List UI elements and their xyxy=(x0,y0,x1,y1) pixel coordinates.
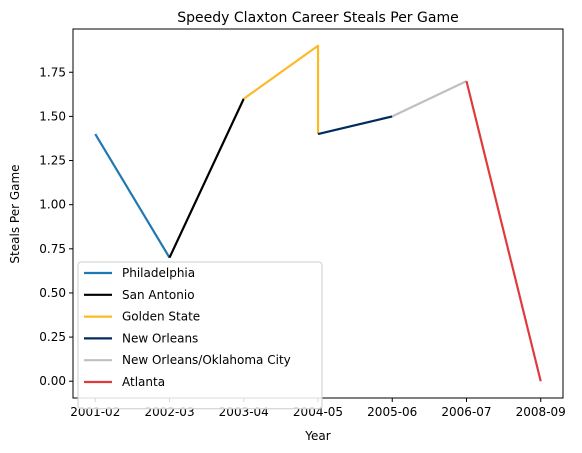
y-tick-label: 0.25 xyxy=(39,330,66,344)
legend-label: Philadelphia xyxy=(122,266,195,280)
x-axis-label: Year xyxy=(304,429,330,443)
y-tick-label: 1.00 xyxy=(39,198,66,212)
legend-box xyxy=(77,261,323,410)
x-tick-label: 2006-07 xyxy=(441,405,491,419)
legend-label: New Orleans xyxy=(122,331,198,345)
series-line-4 xyxy=(391,80,467,118)
y-tick-label: 0.75 xyxy=(39,242,66,256)
series-line-2 xyxy=(243,44,320,135)
y-tick-label: 1.25 xyxy=(39,154,66,168)
x-tick-label: 2005-06 xyxy=(367,405,417,419)
legend: Philadelphia San Antonio Golden State New O… xyxy=(77,261,323,410)
y-tick-label: 0.00 xyxy=(39,374,66,388)
legend-label: Atlanta xyxy=(122,375,165,389)
y-tick-label: 1.75 xyxy=(39,65,66,79)
y-tick-label: 1.50 xyxy=(39,109,66,123)
series-line-1 xyxy=(168,98,245,259)
x-tick-label: 2008-09 xyxy=(516,405,566,419)
series-layer xyxy=(94,44,542,382)
series-line-3 xyxy=(317,115,393,136)
series-line-5 xyxy=(465,80,542,382)
y-axis-label: Steals Per Game xyxy=(8,164,22,263)
axis-ticks: 2001-02 2002-03 2003-04 2004-05 2005-06 2006-… xyxy=(39,65,566,419)
legend-label: New Orleans/Oklahoma City xyxy=(122,353,291,367)
legend-label: San Antonio xyxy=(122,288,195,302)
chart-title: Speedy Claxton Career Steals Per Game xyxy=(177,10,458,26)
y-tick-label: 0.50 xyxy=(39,286,66,300)
legend-label: Golden State xyxy=(122,310,200,324)
series-line-0 xyxy=(94,133,171,259)
